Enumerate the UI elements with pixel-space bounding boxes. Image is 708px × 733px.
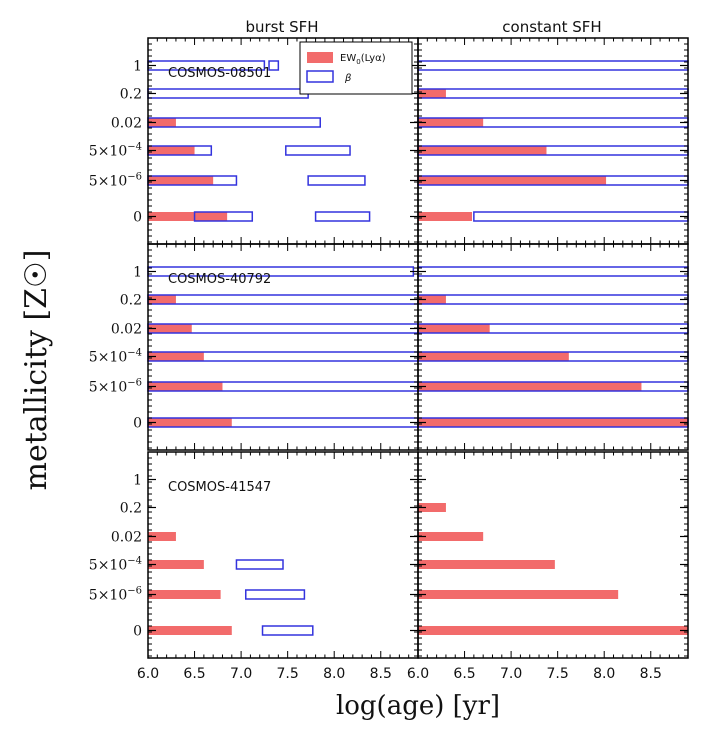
x-tick-label: 6.5 [183, 666, 205, 682]
beta-bar [473, 211, 689, 222]
x-tick-label: 8.5 [370, 666, 392, 682]
ew-bar [418, 382, 642, 391]
y-tick-label: 5×10−4 [89, 142, 142, 160]
ew-bar [148, 212, 228, 221]
ew-bar [418, 324, 490, 333]
ew-bar [418, 212, 472, 221]
x-tick-label: 6.5 [453, 666, 475, 682]
beta-bar [417, 88, 689, 99]
beta-bar [417, 60, 689, 71]
x-tick-label: 6.0 [407, 666, 429, 682]
x-tick-labels: 6.0 6.5 7.0 7.5 8.0 8.5 6.0 6.5 7.0 7.5 8.0 8.5 [137, 666, 662, 682]
x-tick-label: 8.0 [323, 666, 345, 682]
beta-bar [307, 175, 366, 186]
x-tick-label: 7.0 [500, 666, 522, 682]
ew-bar [148, 590, 221, 599]
y-tick-label: 0 [133, 210, 142, 226]
panel-frame [417, 451, 689, 659]
beta-bar [285, 145, 351, 156]
y-tick-label: 0 [133, 416, 142, 432]
x-tick-label: 8.5 [640, 666, 662, 682]
x-tick-label: 8.0 [593, 666, 615, 682]
beta-bar [261, 625, 314, 636]
beta-bar [147, 88, 309, 99]
ew-bar [418, 146, 547, 155]
beta-bar [193, 211, 254, 222]
x-tick-label: 7.5 [277, 666, 299, 682]
beta-bar [245, 589, 306, 600]
legend: EW0(Lyα) β [299, 41, 413, 95]
y-tick-label: 0.02 [111, 322, 142, 338]
beta-bar [235, 559, 284, 570]
panel-name-3: COSMOS-41547 [168, 480, 271, 495]
ew-bar [418, 626, 688, 635]
y-tick-label: 5×10−6 [89, 586, 142, 604]
ew-bar [418, 503, 446, 512]
ew-bar [418, 418, 688, 427]
y-tick-label: 5×10−4 [89, 348, 142, 366]
legend-ew-swatch [307, 52, 333, 63]
y-tick-label: 0.02 [111, 116, 142, 132]
x-tick-label: 7.5 [547, 666, 569, 682]
legend-beta-swatch [306, 70, 334, 83]
column-title-burst: burst SFH [245, 18, 318, 36]
ew-bar [148, 352, 204, 361]
ew-bar [418, 89, 446, 98]
y-axis-label: metallicity [Z☉] [19, 249, 54, 490]
panel-frame [417, 243, 689, 451]
y-tick-label: 5×10−6 [89, 172, 142, 190]
legend-beta-label: β [344, 73, 352, 84]
ew-bar [148, 532, 176, 541]
y-tick-label: 0.2 [120, 501, 142, 517]
ew-bar [418, 560, 555, 569]
y-tick-label: 1 [133, 59, 142, 75]
y-tick-labels: 0 5×10−6 5×10−4 0.02 0.2 1 0 5×10−6 5×10−4 0.02 0.… [89, 59, 142, 640]
ew-bar [148, 418, 232, 427]
ew-bar [418, 352, 569, 361]
x-tick-label: 7.0 [230, 666, 252, 682]
y-tick-label: 0.2 [120, 87, 142, 103]
beta-bar [417, 266, 689, 277]
x-tick-label: 6.0 [137, 666, 159, 682]
legend-box [299, 41, 413, 95]
ew-bar [148, 118, 176, 127]
ew-bar [148, 626, 232, 635]
ew-bar [148, 176, 214, 185]
y-tick-label: 0.2 [120, 293, 142, 309]
ew-bar [418, 176, 607, 185]
panel-name-1: COSMOS-08501 [168, 66, 271, 81]
ew-bar [148, 324, 192, 333]
ew-bar [148, 295, 176, 304]
ew-bar [418, 118, 484, 127]
ew-bar [418, 590, 619, 599]
y-tick-label: 1 [133, 265, 142, 281]
frames-layer [147, 37, 689, 659]
beta-bar [268, 60, 280, 71]
ew-bar [148, 382, 223, 391]
ew-bar [148, 146, 195, 155]
column-title-constant: constant SFH [502, 18, 601, 36]
y-tick-label: 0.02 [111, 530, 142, 546]
y-tick-label: 0 [133, 624, 142, 640]
y-tick-label: 1 [133, 473, 142, 489]
ew-bar [418, 532, 484, 541]
beta-bar [314, 211, 371, 222]
ticks-layer [147, 38, 689, 658]
ew-bar [418, 295, 446, 304]
beta-bar [417, 294, 689, 305]
beta-bar [147, 294, 419, 305]
legend-ew-label: EW0(Lyα) [340, 53, 386, 66]
y-tick-label: 5×10−4 [89, 556, 142, 574]
y-tick-label: 5×10−6 [89, 378, 142, 396]
ew-bar [148, 560, 204, 569]
panel-name-2: COSMOS-40792 [168, 272, 271, 287]
x-axis-label: log(age) [yr] [336, 691, 500, 721]
